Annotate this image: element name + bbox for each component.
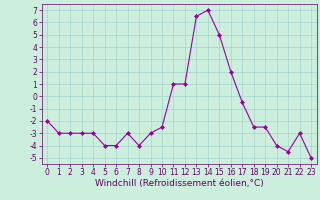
X-axis label: Windchill (Refroidissement éolien,°C): Windchill (Refroidissement éolien,°C) bbox=[95, 179, 264, 188]
